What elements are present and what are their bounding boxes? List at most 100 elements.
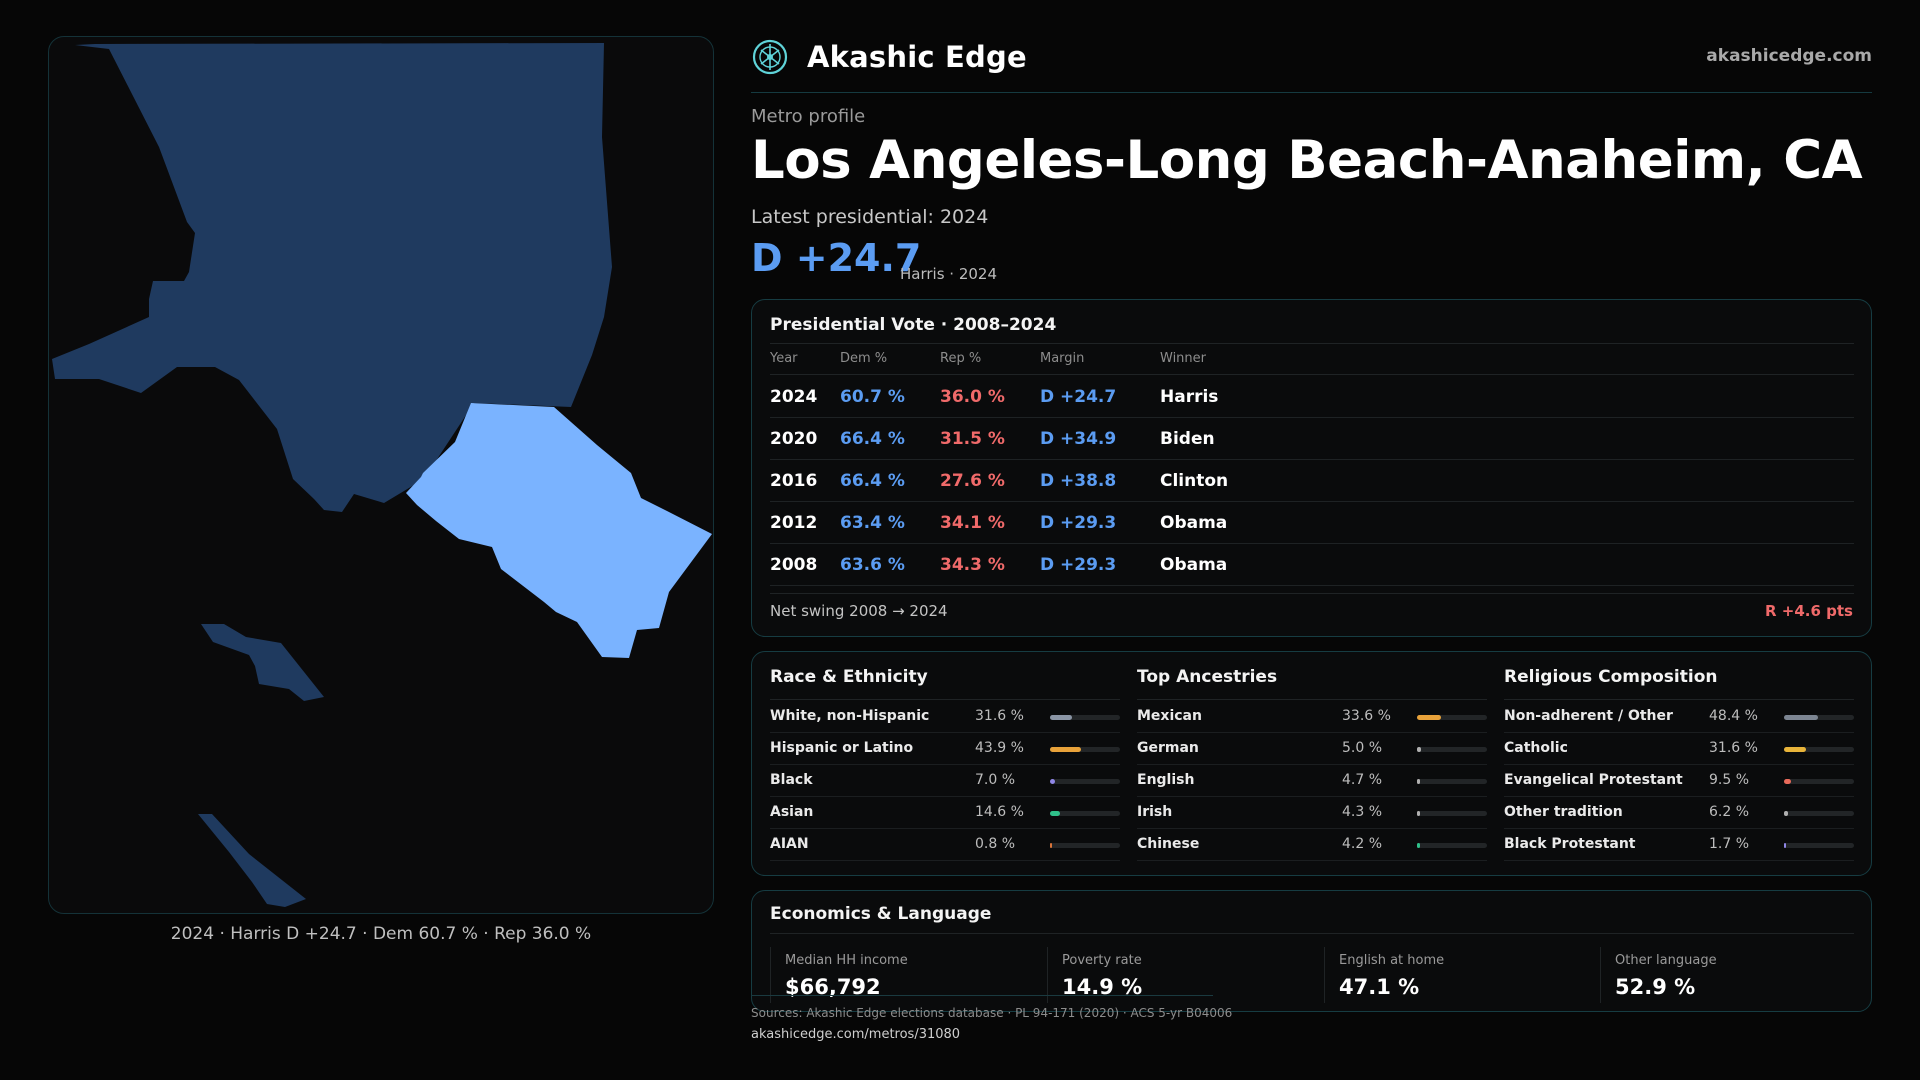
religion-label: Black Protestant <box>1504 836 1636 852</box>
share-bar-fill <box>1417 747 1421 752</box>
economics-title: Economics & Language <box>770 904 992 924</box>
religion-divider <box>1504 699 1854 700</box>
share-bar <box>1784 779 1854 784</box>
map-caption: 2024 · Harris D +24.7 · Dem 60.7 % · Rep… <box>170 924 592 944</box>
table-row[interactable]: 2020 66.4 % 31.5 % D +34.9 Biden <box>770 417 1854 460</box>
list-item: Irish 4.3 % <box>1137 796 1487 829</box>
ancestry-divider <box>1137 699 1487 700</box>
share-bar-fill <box>1050 843 1053 848</box>
list-item: Black 7.0 % <box>770 764 1120 797</box>
rep-cell: 27.6 % <box>940 471 1005 491</box>
presidential-vote-card: Presidential Vote · 2008–2024 Year Dem %… <box>751 299 1872 637</box>
year-cell: 2024 <box>770 387 818 407</box>
ancestry-label: English <box>1137 772 1195 788</box>
stat-label: Poverty rate <box>1062 953 1142 968</box>
share-bar <box>1417 811 1487 816</box>
share-bar <box>1784 811 1854 816</box>
latest-presidential-label: Latest presidential: 2024 <box>751 206 989 228</box>
race-label: Hispanic or Latino <box>770 740 914 756</box>
race-value: 14.6 % <box>975 804 1024 820</box>
santa-catalina-shape[interactable] <box>201 624 324 701</box>
table-row[interactable]: 2008 63.6 % 34.3 % D +29.3 Obama <box>770 543 1854 586</box>
site-url-link[interactable]: akashicedge.com <box>1706 46 1872 66</box>
margin-cell: D +29.3 <box>1040 555 1117 575</box>
race-divider <box>770 699 1120 700</box>
winner-cell: Biden <box>1160 429 1215 449</box>
table-row[interactable]: 2016 66.4 % 27.6 % D +38.8 Clinton <box>770 459 1854 502</box>
vote-card-title: Presidential Vote · 2008–2024 <box>770 315 1057 335</box>
stat-other-language: Other language 52.9 % <box>1600 947 1855 1003</box>
page-kicker: Metro profile <box>751 106 866 127</box>
net-swing-value: R +4.6 pts <box>1765 602 1853 620</box>
share-bar <box>1050 843 1120 848</box>
religion-value: 6.2 % <box>1709 804 1750 820</box>
permalink-link[interactable]: akashicedge.com/metros/31080 <box>751 1027 961 1042</box>
share-bar <box>1417 747 1487 752</box>
share-bar <box>1050 715 1120 720</box>
ancestry-label: German <box>1137 740 1199 756</box>
race-label: Asian <box>770 804 814 820</box>
winner-cell: Obama <box>1160 555 1228 575</box>
list-item: Chinese 4.2 % <box>1137 828 1487 861</box>
ancestry-label: Chinese <box>1137 836 1200 852</box>
stat-english-at-home: English at home 47.1 % <box>1324 947 1587 1003</box>
share-bar <box>1784 747 1854 752</box>
rep-cell: 31.5 % <box>940 429 1005 449</box>
share-bar-fill <box>1050 811 1061 816</box>
sources-divider <box>751 995 1213 996</box>
share-bar <box>1417 715 1487 720</box>
race-value: 43.9 % <box>975 740 1024 756</box>
margin-cell: D +34.9 <box>1040 429 1117 449</box>
religion-value: 31.6 % <box>1709 740 1758 756</box>
page-title: Los Angeles-Long Beach-Anaheim, CA <box>751 130 1863 191</box>
dem-cell: 63.6 % <box>840 555 905 575</box>
year-cell: 2016 <box>770 471 818 491</box>
table-row[interactable]: 2012 63.4 % 34.1 % D +29.3 Obama <box>770 501 1854 544</box>
ancestry-value: 5.0 % <box>1342 740 1383 756</box>
vote-header-divider <box>770 374 1854 375</box>
orange-county-shape[interactable] <box>406 403 712 658</box>
stat-value: 52.9 % <box>1615 975 1696 999</box>
share-bar-fill <box>1417 811 1420 816</box>
dem-cell: 66.4 % <box>840 471 905 491</box>
list-item: White, non-Hispanic 31.6 % <box>770 700 1120 733</box>
religion-title: Religious Composition <box>1504 667 1718 687</box>
list-item: Mexican 33.6 % <box>1137 700 1487 733</box>
race-label: AIAN <box>770 836 809 852</box>
religion-label: Catholic <box>1504 740 1568 756</box>
ancestry-label: Mexican <box>1137 708 1202 724</box>
col-header-dem: Dem % <box>840 351 888 366</box>
rep-cell: 36.0 % <box>940 387 1005 407</box>
economics-divider <box>770 933 1854 934</box>
list-item: English 4.7 % <box>1137 764 1487 797</box>
race-value: 31.6 % <box>975 708 1024 724</box>
year-cell: 2012 <box>770 513 818 533</box>
share-bar-fill <box>1417 779 1421 784</box>
brand[interactable]: Akashic Edge <box>751 38 1027 76</box>
race-value: 7.0 % <box>975 772 1016 788</box>
col-header-rep: Rep % <box>940 351 982 366</box>
dem-cell: 60.7 % <box>840 387 905 407</box>
stat-label: Other language <box>1615 953 1717 968</box>
share-bar <box>1784 715 1854 720</box>
headline-margin: D +24.7 <box>751 236 922 280</box>
metro-map[interactable] <box>48 36 714 914</box>
swing-divider <box>770 593 1854 594</box>
headline-margin-sub: Harris · 2024 <box>900 265 998 283</box>
margin-cell: D +38.8 <box>1040 471 1117 491</box>
brand-name: Akashic Edge <box>807 40 1027 74</box>
la-county-shape[interactable] <box>52 43 612 512</box>
ancestry-title: Top Ancestries <box>1137 667 1278 687</box>
year-cell: 2008 <box>770 555 818 575</box>
race-label: White, non-Hispanic <box>770 708 930 724</box>
san-clemente-shape[interactable] <box>198 814 306 907</box>
rep-cell: 34.1 % <box>940 513 1005 533</box>
share-bar-fill <box>1417 843 1420 848</box>
demographics-card: Race & Ethnicity White, non-Hispanic 31.… <box>751 651 1872 876</box>
stat-label: Median HH income <box>785 953 908 968</box>
net-swing-label: Net swing 2008 → 2024 <box>770 602 948 620</box>
list-item: Other tradition 6.2 % <box>1504 796 1854 829</box>
share-bar-fill <box>1050 747 1081 752</box>
table-row[interactable]: 2024 60.7 % 36.0 % D +24.7 Harris <box>770 375 1854 418</box>
share-bar-fill <box>1784 747 1807 752</box>
